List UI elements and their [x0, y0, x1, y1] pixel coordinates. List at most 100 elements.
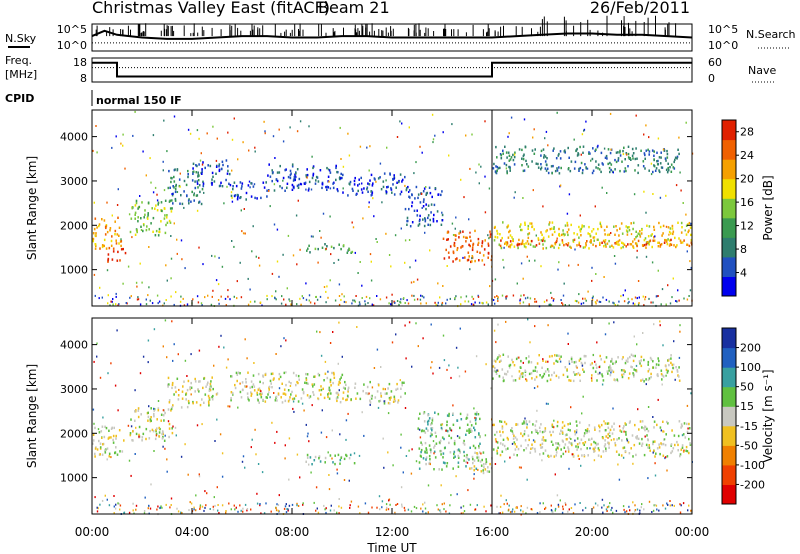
data-cell — [503, 379, 505, 382]
data-cell — [510, 429, 512, 432]
noise-cell — [214, 440, 216, 442]
data-cell — [164, 199, 167, 202]
data-cell — [452, 260, 454, 263]
data-cell — [270, 382, 272, 385]
data-cell — [546, 368, 549, 371]
data-cell — [574, 433, 577, 436]
data-cell — [397, 401, 399, 404]
data-cell — [528, 232, 531, 235]
noise-cell — [348, 154, 351, 157]
noise-cell — [319, 331, 321, 334]
ground-cell — [156, 508, 158, 511]
data-cell — [330, 384, 332, 387]
data-cell — [264, 400, 267, 403]
data-cell — [311, 463, 313, 466]
noise-cell — [526, 478, 528, 481]
ground-cell — [123, 511, 126, 514]
data-cell — [173, 175, 175, 179]
noise-cell — [347, 412, 349, 415]
data-cell — [406, 223, 408, 226]
data-cell — [622, 242, 625, 245]
noise-cell — [599, 223, 601, 225]
ground-cell — [653, 504, 655, 507]
noise-cell — [507, 135, 509, 138]
data-cell — [202, 161, 204, 164]
data-cell — [582, 442, 584, 445]
data-cell — [621, 232, 624, 235]
data-cell — [607, 148, 610, 151]
ground-cell — [364, 502, 367, 505]
data-cell — [647, 360, 650, 364]
noise-cell — [106, 201, 108, 204]
noise-cell — [308, 463, 310, 466]
ground-cell — [441, 503, 443, 506]
data-cell — [171, 383, 174, 387]
data-cell — [673, 434, 676, 437]
data-cell — [565, 438, 568, 441]
ground-cell — [400, 301, 402, 304]
noise-cell — [147, 339, 150, 342]
data-cell — [332, 371, 335, 375]
data-cell — [614, 441, 616, 445]
ground-cell — [289, 300, 291, 303]
data-cell — [235, 184, 238, 188]
ground-cell — [531, 508, 533, 511]
ground-cell — [652, 509, 655, 512]
data-cell — [161, 432, 163, 436]
noise-cell — [362, 217, 364, 220]
data-cell — [337, 383, 340, 386]
data-cell — [234, 386, 237, 390]
data-cell — [285, 168, 287, 171]
ground-cell — [143, 510, 146, 512]
data-cell — [326, 188, 328, 191]
noise-cell — [399, 120, 401, 123]
colorbar-tick-label: -200 — [740, 478, 765, 491]
data-cell — [556, 167, 558, 170]
data-cell — [328, 386, 331, 389]
ground-cell — [614, 304, 617, 306]
ground-cell — [439, 511, 442, 514]
data-cell — [547, 370, 550, 373]
data-cell — [648, 446, 651, 449]
data-cell — [112, 441, 115, 444]
data-cell — [553, 246, 555, 249]
ground-cell — [217, 299, 220, 301]
data-cell — [478, 259, 480, 262]
data-cell — [624, 422, 626, 425]
data-cell — [581, 454, 583, 457]
noise-cell — [248, 149, 250, 152]
data-cell — [556, 420, 559, 424]
data-cell — [513, 441, 516, 444]
data-cell — [615, 242, 617, 245]
data-cell — [621, 369, 624, 372]
data-cell — [591, 437, 593, 440]
data-cell — [475, 467, 478, 470]
data-cell — [617, 159, 620, 162]
noise-cell — [320, 431, 323, 434]
data-cell — [492, 365, 495, 368]
data-cell — [266, 195, 268, 198]
colorbar-tick-label: 200 — [740, 342, 761, 355]
x-tick-label: 00:00 — [75, 525, 110, 539]
data-cell — [525, 246, 527, 249]
noise-cell — [273, 392, 275, 394]
data-cell — [575, 420, 578, 423]
data-cell — [487, 242, 490, 245]
ground-cell — [233, 295, 235, 298]
data-cell — [446, 238, 448, 241]
ground-cell — [395, 504, 397, 506]
data-cell — [623, 146, 625, 149]
noise-cell — [147, 361, 149, 364]
ground-cell — [620, 295, 622, 298]
data-cell — [668, 363, 670, 367]
data-cell — [505, 163, 508, 167]
data-cell — [230, 391, 233, 394]
data-cell — [103, 238, 106, 242]
noise-cell — [388, 254, 391, 256]
noise-cell — [520, 262, 523, 265]
data-cell — [443, 437, 445, 441]
data-cell — [338, 380, 340, 384]
data-cell — [686, 422, 688, 426]
data-cell — [658, 156, 661, 159]
data-cell — [503, 420, 506, 424]
